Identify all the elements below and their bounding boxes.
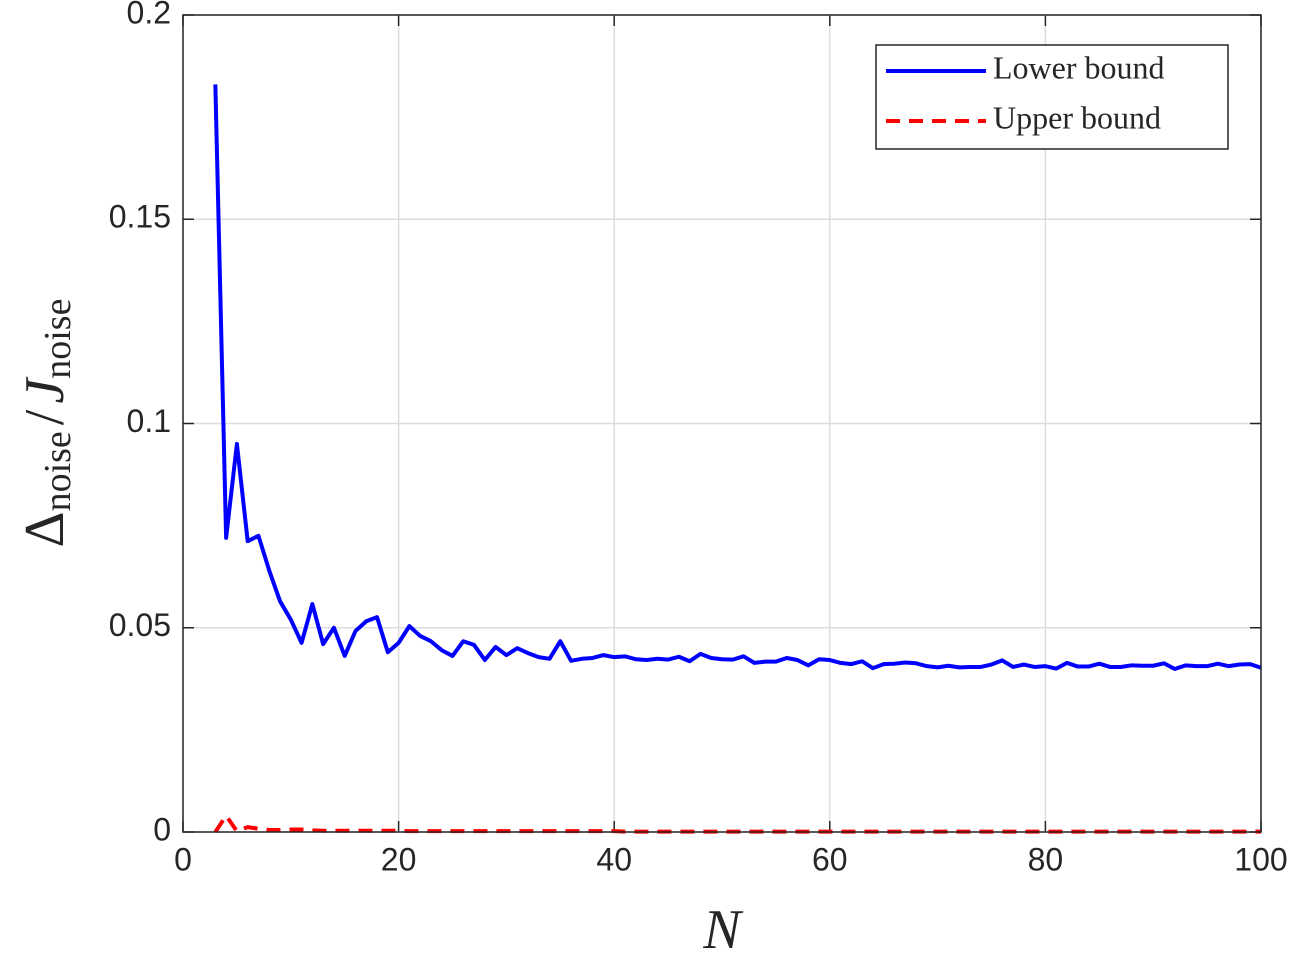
subscript: noise	[37, 299, 79, 379]
x-tick-label: 60	[812, 841, 848, 877]
x-axis-label: N	[702, 899, 743, 961]
y-tick-label: 0.2	[127, 0, 171, 30]
y-tick-label: 0.05	[109, 607, 171, 643]
legend-label: Lower bound	[993, 49, 1165, 85]
label-part: J	[14, 376, 76, 404]
data-line	[213, 84, 1262, 672]
legend-box	[875, 44, 1229, 150]
x-tick-label: 20	[381, 841, 417, 877]
y-tick-label: 0.15	[109, 199, 171, 235]
y-axis-label: Δnoise / Jnoise	[14, 299, 79, 548]
subscript: noise	[37, 431, 79, 511]
label-part: Δ	[14, 511, 76, 547]
y-tick-label: 0.1	[127, 403, 171, 439]
label-part: /	[14, 409, 76, 425]
legend-label: Upper bound	[993, 99, 1161, 135]
plot-border	[182, 14, 1262, 833]
x-tick-label: 80	[1028, 841, 1064, 877]
y-tick-label: 0	[153, 811, 171, 847]
x-tick-label: 40	[596, 841, 632, 877]
x-tick-label: 0	[174, 841, 192, 877]
x-tick-label: 100	[1234, 841, 1287, 877]
